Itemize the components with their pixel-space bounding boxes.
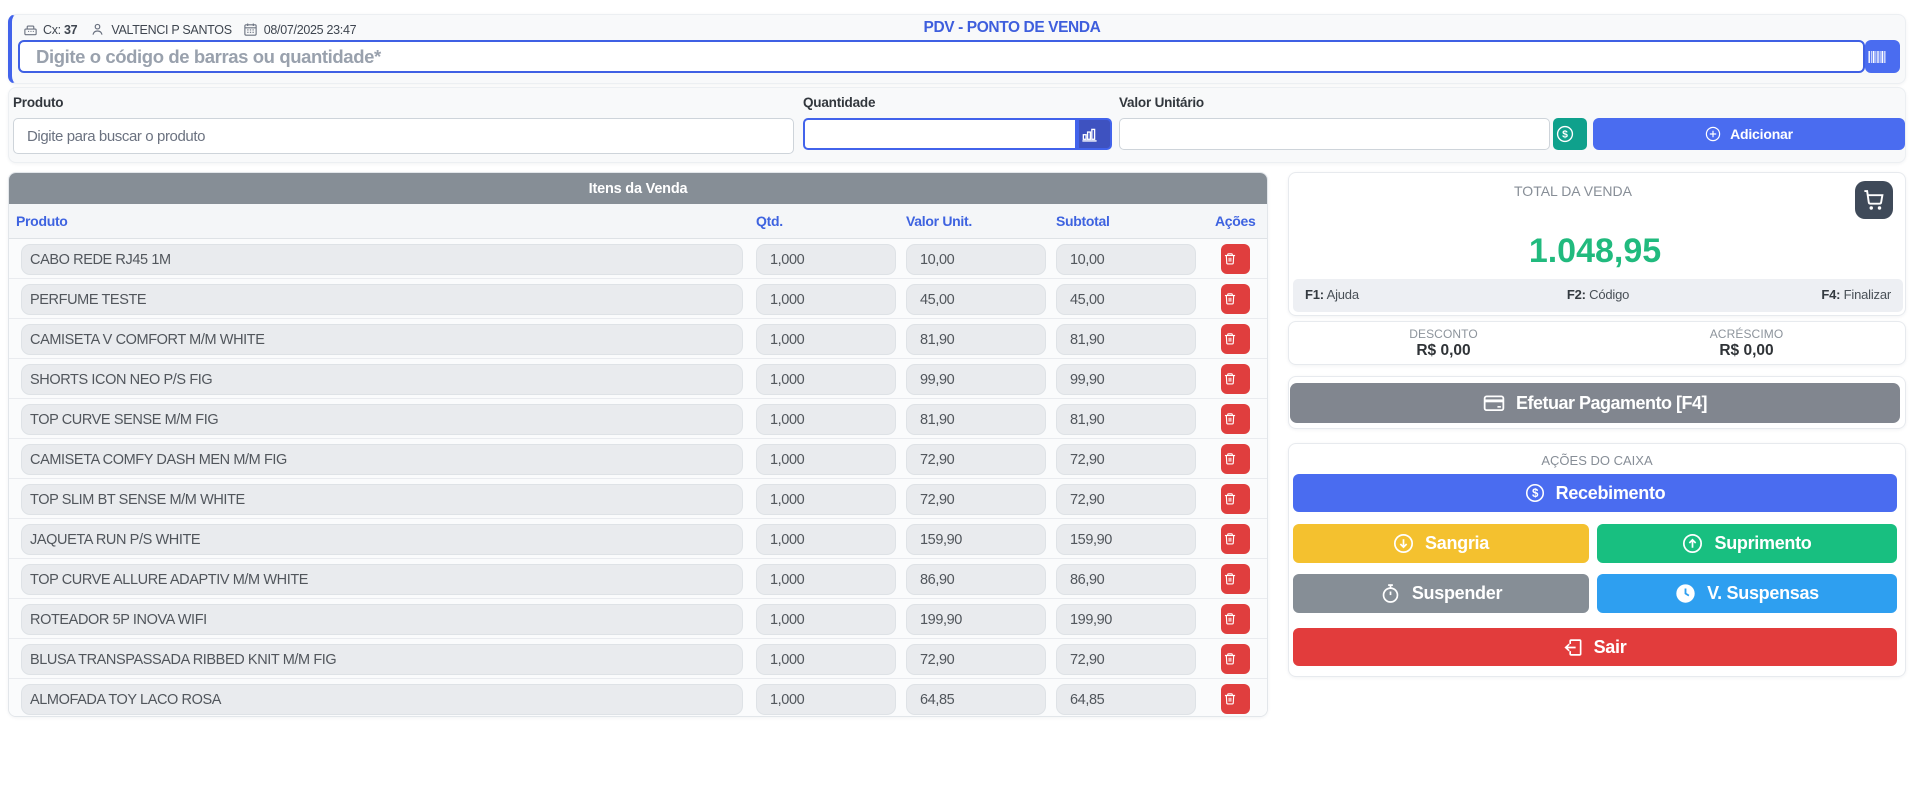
svg-text:$: $ bbox=[1562, 130, 1568, 141]
svg-text:$: $ bbox=[1532, 488, 1539, 500]
